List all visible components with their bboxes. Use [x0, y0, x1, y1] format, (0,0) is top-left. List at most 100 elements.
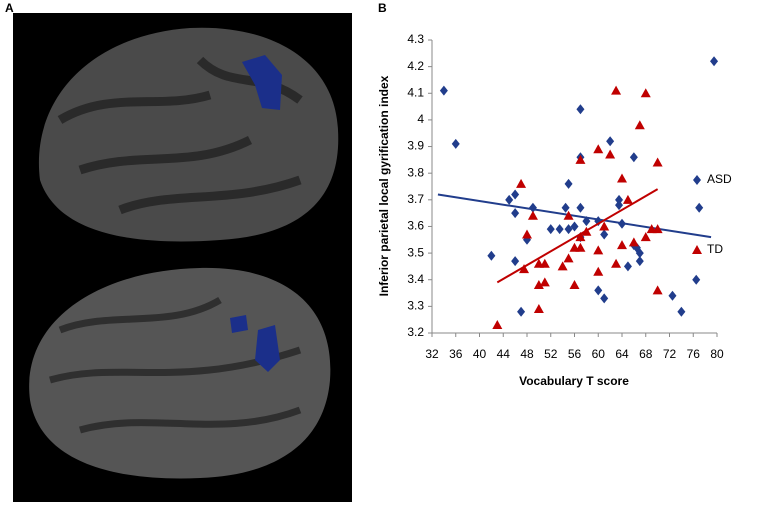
- y-tick-label: 4: [417, 112, 424, 126]
- data-point: [539, 277, 550, 287]
- data-point: [635, 248, 644, 259]
- x-tick-label: 76: [687, 347, 701, 361]
- x-tick-label: 64: [615, 347, 629, 361]
- y-tick-label: 3.6: [407, 219, 424, 233]
- y-tick-label: 3.9: [407, 139, 424, 153]
- data-point: [617, 173, 627, 183]
- y-tick-label: 3.4: [407, 272, 424, 286]
- x-tick-label: 44: [497, 347, 511, 361]
- x-tick-label: 60: [592, 347, 606, 361]
- data-point: [652, 157, 663, 167]
- data-point: [629, 152, 638, 163]
- y-tick-label: 3.8: [407, 165, 424, 179]
- data-point: [570, 221, 579, 232]
- data-point: [511, 189, 520, 200]
- data-point: [593, 144, 604, 154]
- data-point: [628, 237, 639, 247]
- data-point: [677, 306, 686, 317]
- data-point: [522, 229, 532, 239]
- roi-patch: [230, 315, 248, 333]
- data-point: [564, 178, 573, 189]
- roi-patch: [242, 55, 282, 110]
- panel-a: A: [5, 1, 352, 502]
- data-point: [668, 290, 677, 301]
- data-point: [710, 56, 719, 67]
- data-point: [600, 293, 609, 304]
- roi-patch: [255, 325, 280, 372]
- data-point: [622, 194, 633, 204]
- x-tick-label: 72: [663, 347, 677, 361]
- data-point: [617, 240, 627, 250]
- data-point: [505, 194, 514, 205]
- brain-sulci: [57, 56, 303, 215]
- data-point: [492, 320, 503, 330]
- x-tick-label: 56: [568, 347, 582, 361]
- legend-marker: [692, 245, 702, 254]
- data-point: [575, 154, 586, 164]
- data-point: [516, 178, 527, 188]
- data-point: [564, 224, 573, 235]
- y-axis-label: Inferior parietal local gyrification ind…: [377, 75, 391, 296]
- data-point: [511, 256, 520, 267]
- data-point: [527, 210, 538, 220]
- data-point: [519, 264, 530, 274]
- legend-label: TD: [707, 242, 723, 256]
- data-point: [569, 280, 580, 290]
- data-point: [594, 285, 603, 296]
- trend-line: [496, 188, 659, 284]
- data-point: [439, 85, 448, 96]
- data-point: [533, 304, 544, 314]
- x-tick-label: 36: [449, 347, 463, 361]
- y-tick-label: 4.3: [407, 32, 424, 46]
- x-tick-label: 52: [544, 347, 558, 361]
- data-point: [511, 208, 520, 219]
- panel-label: B: [378, 1, 387, 15]
- data-point: [623, 261, 632, 272]
- x-axis-label: Vocabulary T score: [519, 374, 629, 388]
- data-point: [575, 232, 586, 242]
- data-point: [599, 221, 610, 231]
- data-point: [561, 202, 570, 213]
- data-point: [652, 224, 663, 234]
- data-point: [563, 210, 574, 220]
- data-point: [692, 274, 701, 285]
- data-point: [652, 285, 663, 295]
- data-point: [517, 306, 526, 317]
- data-point: [635, 256, 644, 267]
- y-tick-label: 3.5: [407, 245, 424, 259]
- x-tick-label: 32: [425, 347, 439, 361]
- data-point: [634, 120, 645, 130]
- panel-label: A: [5, 1, 14, 15]
- data-point: [557, 261, 568, 271]
- data-point: [451, 138, 460, 149]
- data-point: [640, 232, 651, 242]
- y-tick-label: 4.2: [407, 59, 424, 73]
- brain-sulci: [49, 296, 302, 434]
- data-point: [593, 266, 604, 276]
- data-point: [611, 85, 622, 95]
- data-point: [546, 224, 555, 235]
- data-point: [555, 224, 564, 235]
- trend-line: [437, 193, 712, 239]
- y-tick-label: 3.7: [407, 192, 424, 206]
- x-tick-label: 68: [639, 347, 653, 361]
- data-point: [576, 202, 585, 213]
- data-point: [605, 149, 616, 159]
- data-point: [640, 88, 651, 98]
- y-tick-label: 3.3: [407, 299, 424, 313]
- legend-marker: [693, 175, 701, 185]
- x-tick-label: 40: [473, 347, 487, 361]
- data-point: [533, 280, 544, 290]
- data-point: [576, 104, 585, 115]
- data-point: [611, 258, 622, 268]
- data-point: [487, 250, 496, 261]
- x-tick-label: 48: [520, 347, 534, 361]
- y-tick-label: 3.2: [407, 325, 424, 339]
- legend-label: ASD: [707, 172, 732, 186]
- y-tick-label: 4.1: [407, 85, 424, 99]
- data-point: [615, 194, 624, 205]
- data-point: [606, 136, 615, 147]
- data-point: [563, 253, 574, 263]
- data-point: [600, 229, 609, 240]
